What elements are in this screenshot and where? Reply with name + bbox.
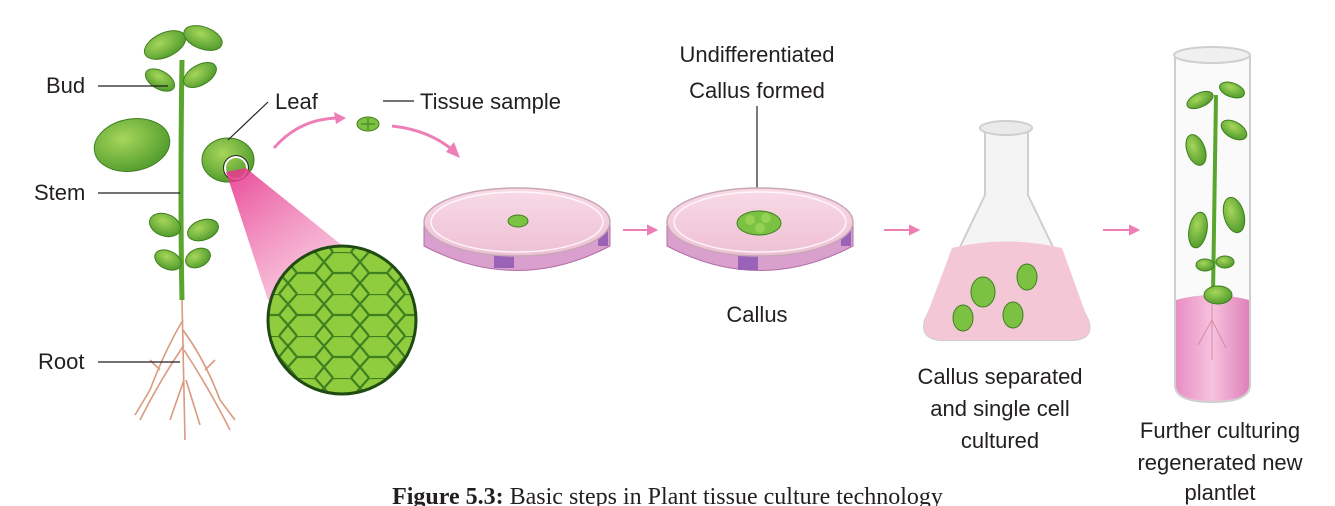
label-bud: Bud <box>46 73 86 98</box>
label-tube-line3: plantlet <box>1184 480 1256 505</box>
label-callus: Callus <box>726 302 788 327</box>
stem <box>178 59 185 301</box>
plant-leaves <box>93 25 255 271</box>
magnified-cells <box>268 246 416 394</box>
plant-illustration <box>93 25 418 441</box>
petri-dish-callus <box>666 187 854 271</box>
label-tube-line1: Further culturing <box>1139 418 1301 443</box>
petri-dish-tissue <box>423 187 611 271</box>
label-leaf: Leaf <box>275 89 318 114</box>
test-tube <box>1173 46 1251 404</box>
label-callus-formed: Callus formed <box>689 78 825 103</box>
figure-caption: Figure 5.3: Basic steps in Plant tissue … <box>0 482 1335 506</box>
label-tube-line2: regenerated new <box>1137 450 1303 475</box>
label-flask-line3: cultured <box>960 428 1040 453</box>
label-undifferentiated: Undifferentiated <box>679 42 835 67</box>
label-stem: Stem <box>34 180 86 205</box>
label-root: Root <box>38 349 85 374</box>
label-tissue-sample: Tissue sample <box>420 89 562 114</box>
label-flask-line2: and single cell <box>930 396 1070 421</box>
straight-arrows <box>623 224 1141 236</box>
tissue-sample-fragment <box>356 116 380 132</box>
root-system <box>134 299 236 441</box>
label-flask-line1: Callus separated <box>917 364 1083 389</box>
conical-flask <box>923 120 1091 341</box>
caption-prefix: Figure 5.3: <box>392 484 504 506</box>
caption-text: Basic steps in Plant tissue culture tech… <box>503 484 943 506</box>
